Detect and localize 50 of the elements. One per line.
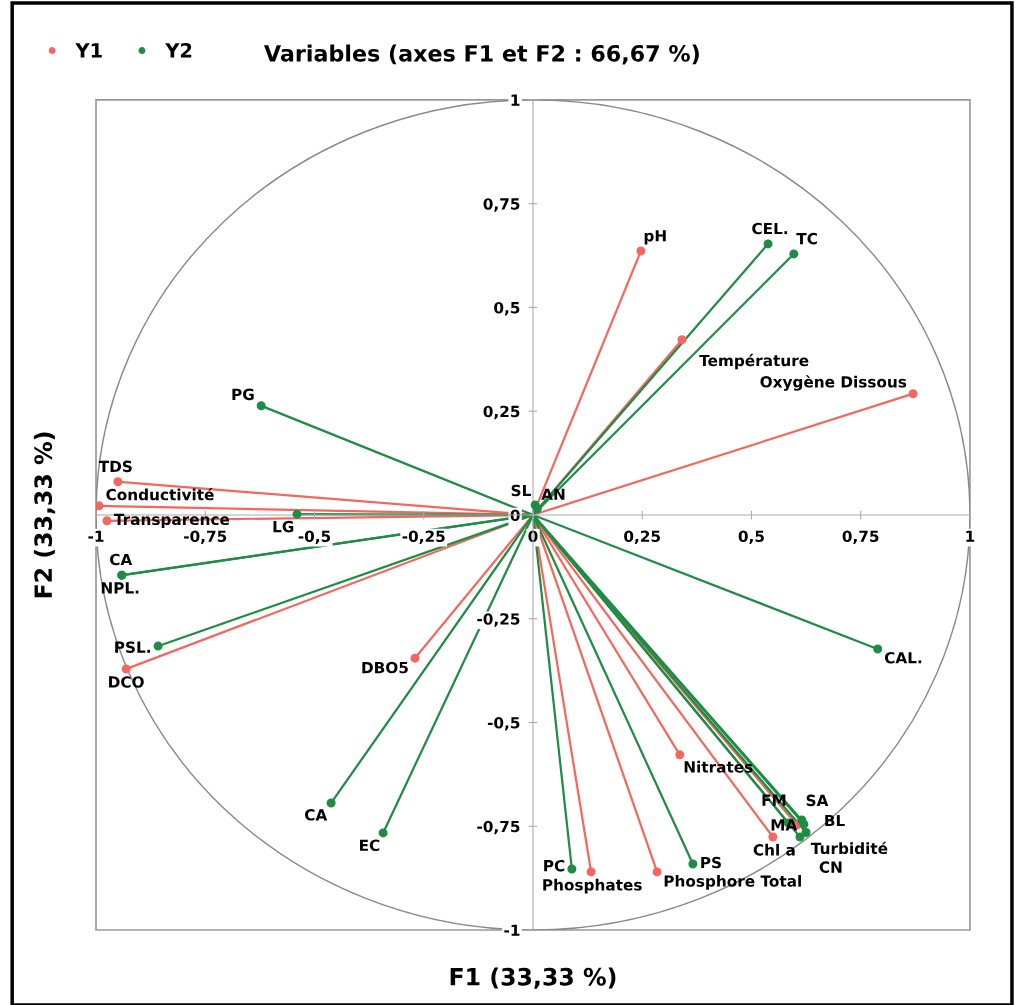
x-tick-label: 0,5 — [738, 530, 764, 545]
data-label: PSL. — [115, 641, 150, 653]
data-label: PC — [544, 859, 565, 872]
x-tick-label: -0,75 — [184, 530, 227, 545]
y-tick-label: 0,75 — [483, 198, 520, 212]
data-label: Oxygène Dissous — [760, 375, 907, 391]
data-label: TDS — [98, 460, 132, 473]
y-tick-label: 0,25 — [483, 405, 520, 420]
x-tick-label: -1 — [88, 530, 104, 542]
data-label: TC — [796, 232, 817, 245]
data-label: CEL. — [752, 222, 788, 235]
data-label: EC — [360, 839, 380, 852]
x-axis-title: F1 (33,33 %) — [450, 967, 616, 989]
y-axis-title: F2 (33,33 %) — [33, 432, 56, 598]
x-tick-label: -0,25 — [402, 530, 445, 545]
data-label: CN — [819, 861, 842, 873]
x-tick-label: 0,25 — [624, 530, 660, 545]
data-label: Phosphates — [543, 878, 642, 894]
y-tick-label: -1 — [504, 924, 520, 936]
data-label: SA — [806, 794, 829, 807]
data-label: Température — [699, 353, 809, 370]
legend-label: Y2 — [165, 42, 192, 58]
data-label: DBO5 — [362, 661, 408, 674]
legend-label: Y1 — [75, 43, 102, 58]
x-tick-label: 1 — [966, 530, 975, 542]
y-tick-label: -0,75 — [477, 820, 520, 835]
x-tick-label: 0 — [528, 530, 538, 543]
data-label: NPL. — [101, 582, 139, 594]
data-label: Conductivité — [106, 487, 214, 501]
y-tick-label: 1 — [511, 94, 520, 106]
data-label: PS — [701, 856, 721, 869]
data-label: Phosphore Total — [664, 875, 801, 890]
data-label: Chl a — [753, 843, 795, 856]
y-tick-label: 0,5 — [494, 301, 520, 316]
data-label: PG — [232, 388, 254, 401]
data-label: CAL. — [884, 651, 922, 664]
y-tick-label: -0,5 — [487, 716, 520, 731]
y-tick-label: 0 — [510, 509, 520, 521]
data-label: DCO — [109, 676, 144, 688]
data-label: CA — [110, 553, 133, 566]
data-label: BL — [825, 814, 845, 827]
chart-title: Variables (axes F1 et F2 : 66,67 %) — [264, 44, 699, 65]
data-label: pH — [644, 230, 666, 245]
x-tick-label: 0,75 — [842, 530, 879, 545]
data-label: SL — [511, 484, 531, 497]
data-label: LG — [273, 520, 294, 533]
data-label: Turbidité — [810, 841, 888, 855]
y-tick-label: -0,25 — [477, 613, 520, 627]
x-tick-label: -0,5 — [298, 530, 331, 545]
data-label: CA — [304, 809, 328, 821]
